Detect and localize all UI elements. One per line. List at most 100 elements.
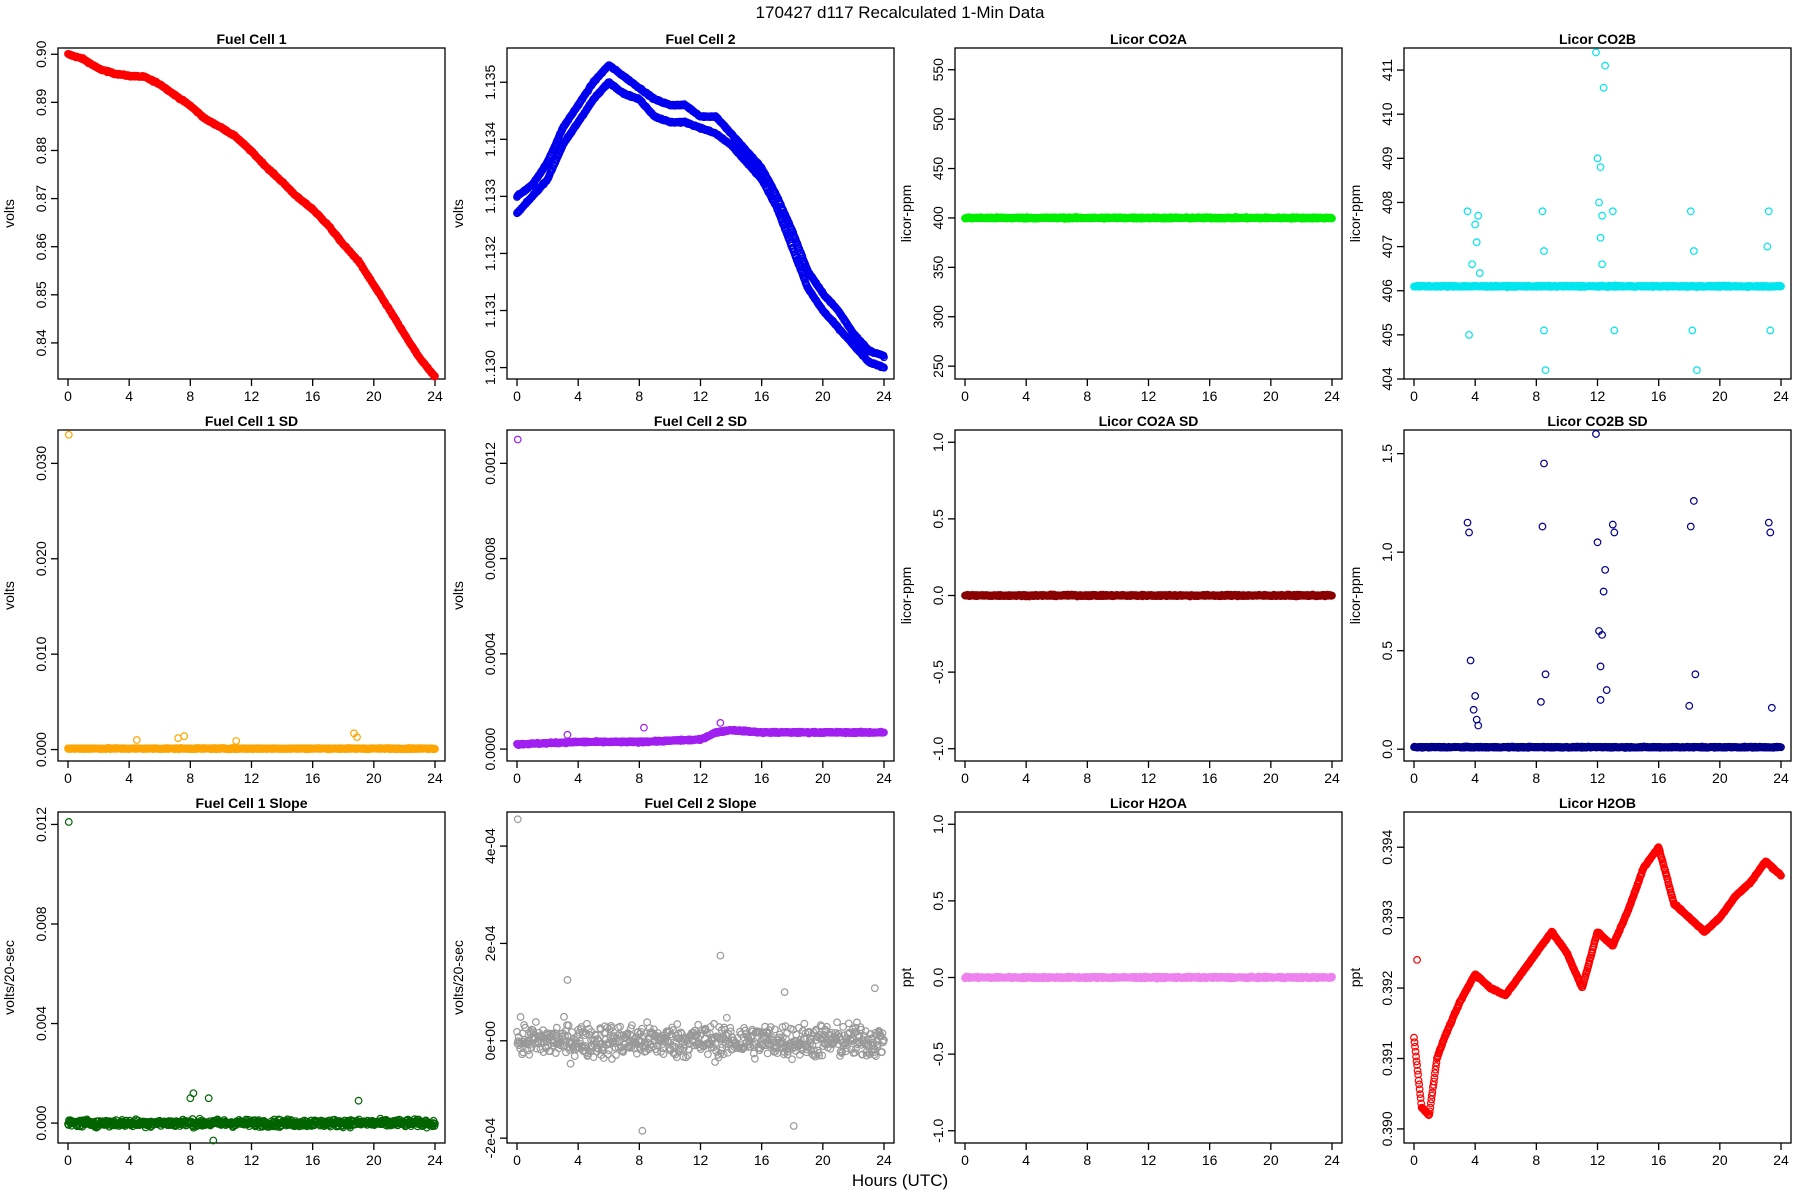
x-tick-label: 24: [1773, 388, 1789, 404]
x-tick-label: 16: [754, 770, 770, 786]
plot-frame: [506, 429, 895, 762]
x-tick-label: 4: [1022, 388, 1030, 404]
data-points: [961, 213, 1336, 223]
x-tick-label: 12: [1590, 388, 1606, 404]
y-axis-label: volts: [1, 199, 17, 228]
y-tick-label: 350: [930, 255, 946, 279]
y-tick-label: 0.020: [33, 541, 49, 576]
y-tick-label: 1.134: [482, 122, 498, 157]
data-point: [1475, 269, 1484, 277]
panel-title: Fuel Cell 1: [216, 31, 286, 47]
x-tick-label: 20: [815, 770, 831, 786]
y-tick-label: 450: [930, 157, 946, 181]
y-tick-label: 1.130: [482, 350, 498, 385]
y-tick-label: 0.86: [33, 233, 49, 260]
data-points: [513, 435, 888, 750]
data-points: [1410, 48, 1785, 375]
x-tick-label: 16: [305, 388, 321, 404]
data-point: [1463, 207, 1472, 216]
x-tick-label: 16: [305, 770, 321, 786]
y-tick-label: 400: [930, 206, 946, 230]
x-tick-label: 12: [244, 770, 260, 786]
x-tick-label: 8: [635, 770, 643, 786]
data-point: [1538, 207, 1547, 216]
data-point: [1468, 260, 1477, 269]
x-tick-label: 24: [1324, 388, 1340, 404]
y-tick-label: 406: [1379, 279, 1395, 303]
y-tick-label: 1.135: [482, 65, 498, 100]
data-point: [1540, 247, 1548, 255]
data-points: [64, 49, 439, 381]
y-tick-label: 0.030: [33, 446, 49, 481]
x-tick-label: 12: [1141, 388, 1157, 404]
x-tick-label: 24: [427, 770, 443, 786]
y-axis-label: volts: [450, 581, 466, 610]
x-tick-label: 8: [635, 388, 643, 404]
x-tick-label: 12: [693, 770, 709, 786]
x-tick-label: 24: [427, 388, 443, 404]
x-tick-label: 0: [961, 388, 969, 404]
data-point: [1764, 207, 1773, 216]
data-point: [1596, 233, 1605, 242]
data-point: [1595, 198, 1603, 207]
data-point: [132, 736, 141, 744]
data-point: [1766, 326, 1775, 335]
data-point: [1598, 211, 1606, 220]
data-point: [1541, 366, 1550, 375]
y-tick-label: 0.0008: [482, 537, 498, 580]
data-point: [1686, 207, 1695, 216]
y-tick-label: 0.85: [33, 281, 49, 308]
x-tick-label: 16: [1202, 388, 1218, 404]
x-tick-label: 24: [876, 388, 892, 404]
x-tick-label: 0: [513, 770, 521, 786]
x-tick-label: 4: [125, 770, 133, 786]
data-point: [1593, 154, 1602, 163]
x-tick-label: 16: [754, 388, 770, 404]
x-tick-label: 12: [693, 388, 709, 404]
data-point: [1610, 326, 1619, 335]
x-tick-label: 8: [1532, 388, 1540, 404]
x-tick-label: 4: [125, 388, 133, 404]
plot-frame: [57, 429, 446, 762]
y-tick-label: 0.88: [33, 137, 49, 164]
y-axis-label: volts: [1, 581, 17, 610]
x-tick-label: 20: [1263, 388, 1279, 404]
x-tick-label: 24: [876, 770, 892, 786]
data-point: [1465, 330, 1473, 339]
data-point: [1689, 247, 1698, 255]
x-tick-label: 0: [64, 770, 72, 786]
y-tick-label: 1.131: [482, 293, 498, 328]
x-tick-label: 20: [366, 770, 382, 786]
x-tick-label: 4: [1471, 388, 1479, 404]
y-axis-label: volts: [450, 199, 466, 228]
y-tick-label: 300: [930, 305, 946, 329]
data-point: [1763, 242, 1772, 251]
y-tick-label: 0.0000: [482, 727, 498, 770]
y-tick-label: 0.0004: [482, 632, 498, 675]
panel-title: Fuel Cell 2 SD: [654, 413, 747, 429]
y-tick-label: 0.0012: [482, 442, 498, 485]
panel-title: Fuel Cell 2: [665, 31, 735, 47]
data-point: [1601, 61, 1610, 70]
y-axis-label: licor-ppm: [1347, 185, 1363, 243]
data-point: [1608, 207, 1617, 216]
data-point: [1540, 326, 1548, 335]
y-tick-label: 411: [1379, 59, 1395, 82]
x-tick-label: 8: [186, 388, 194, 404]
x-tick-label: 12: [244, 388, 260, 404]
y-tick-label: 0.000: [33, 732, 49, 767]
x-tick-label: 20: [366, 388, 382, 404]
panel-title: Licor CO2B: [1559, 31, 1636, 47]
x-tick-label: 20: [1712, 388, 1728, 404]
main-title: 170427 d117 Recalculated 1-Min Data: [756, 3, 1045, 22]
data-point: [1472, 238, 1481, 247]
x-axis-label: Hours (UTC): [852, 1171, 948, 1190]
x-tick-label: 16: [1651, 388, 1667, 404]
panel-title: Fuel Cell 1 SD: [205, 413, 298, 429]
